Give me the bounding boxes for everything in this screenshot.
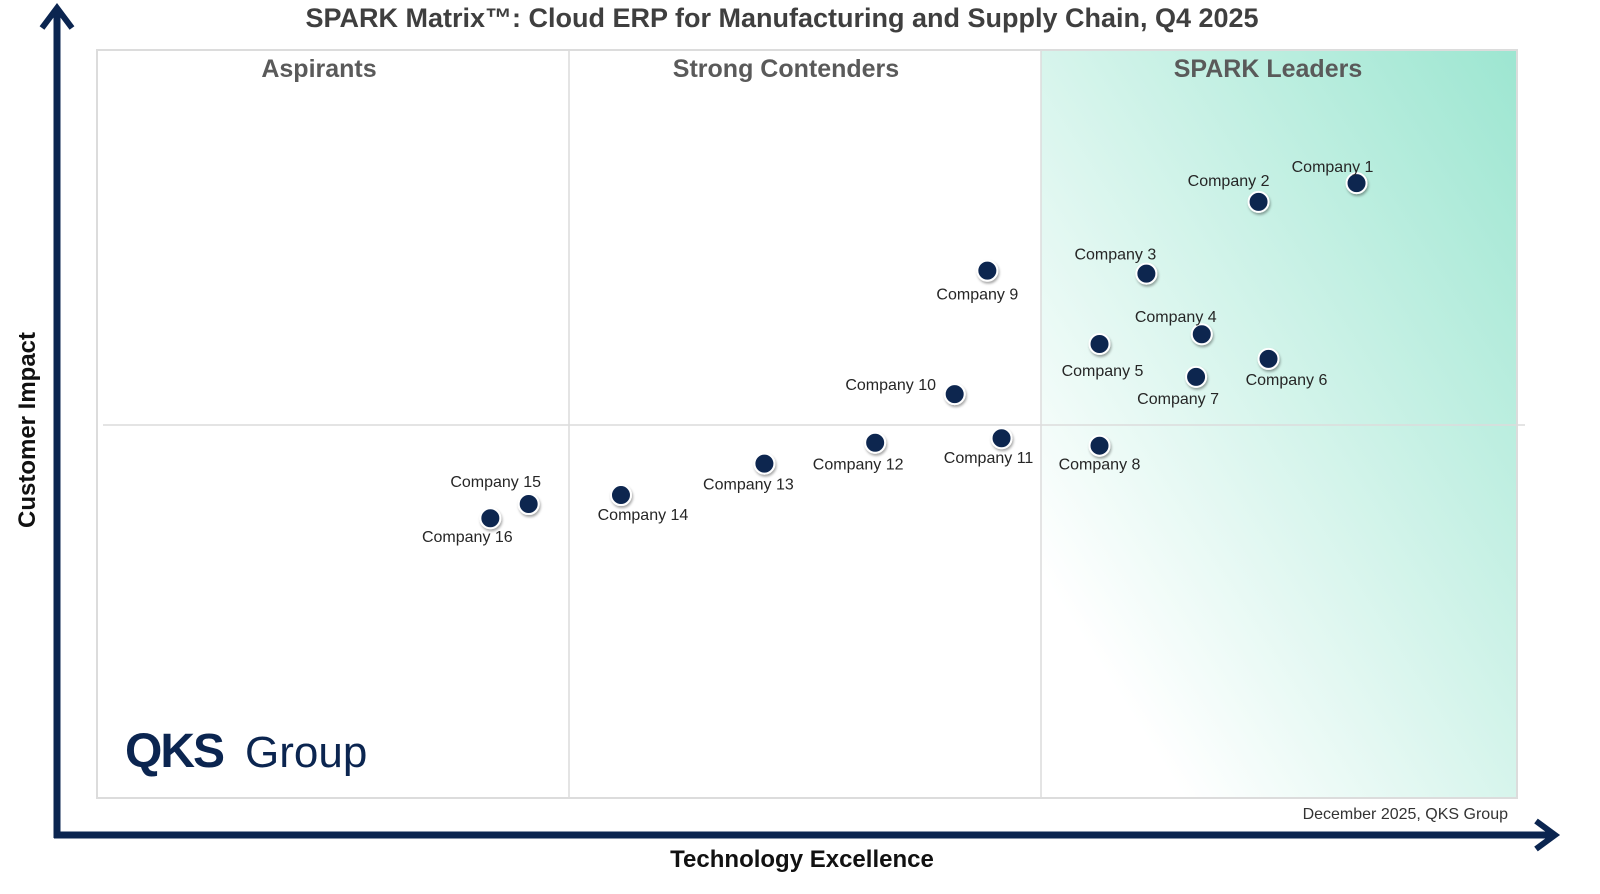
data-point-company-13: [753, 452, 776, 475]
x-axis-arrowhead: [1534, 818, 1561, 852]
logo-light: Group: [245, 728, 367, 777]
data-point-company-1: [1345, 172, 1368, 195]
leaders-region: [1041, 51, 1516, 797]
y-axis-arrowhead: [39, 2, 75, 30]
logo-bold: QKS: [125, 725, 224, 778]
data-label-company-10: Company 10: [845, 377, 936, 394]
data-label-company-4: Company 4: [1135, 309, 1217, 326]
data-point-company-14: [609, 484, 632, 507]
data-label-company-13: Company 13: [703, 477, 794, 494]
data-point-company-8: [1088, 434, 1111, 457]
data-point-company-7: [1185, 365, 1208, 388]
data-point-company-3: [1135, 262, 1158, 285]
data-point-company-6: [1257, 347, 1280, 370]
data-point-company-12: [864, 431, 887, 454]
data-point-company-5: [1088, 332, 1111, 355]
data-label-company-15: Company 15: [450, 474, 541, 491]
data-label-company-8: Company 8: [1059, 457, 1141, 474]
data-point-company-4: [1190, 323, 1213, 346]
data-label-company-16: Company 16: [422, 529, 513, 546]
quadrant-strong-contenders: Strong Contenders: [673, 55, 899, 83]
quadrant-spark-leaders: SPARK Leaders: [1174, 55, 1363, 83]
qks-logo: QKS Group: [125, 725, 367, 778]
data-label-company-5: Company 5: [1062, 363, 1144, 380]
data-point-company-15: [517, 493, 540, 516]
data-point-company-16: [479, 507, 502, 530]
footer-credit: December 2025, QKS Group: [1303, 806, 1509, 823]
data-label-company-12: Company 12: [813, 457, 904, 474]
data-label-company-2: Company 2: [1188, 173, 1270, 190]
data-point-company-2: [1247, 190, 1270, 213]
data-label-company-6: Company 6: [1246, 372, 1328, 389]
data-label-company-3: Company 3: [1074, 247, 1156, 264]
data-point-company-11: [990, 427, 1013, 450]
chart-title: SPARK Matrix™: Cloud ERP for Manufacturi…: [305, 3, 1258, 33]
data-label-company-9: Company 9: [936, 287, 1018, 304]
y-axis-label: Customer Impact: [14, 332, 41, 528]
data-label-company-14: Company 14: [598, 507, 689, 524]
data-label-company-7: Company 7: [1137, 391, 1219, 408]
data-label-company-11: Company 11: [944, 450, 1034, 467]
data-point-company-9: [976, 259, 999, 282]
data-point-company-10: [943, 383, 966, 406]
data-label-company-1: Company 1: [1292, 159, 1374, 176]
data-points: Company 1 Company 2 Company 3 Company 4 Comp…: [422, 159, 1374, 546]
quadrant-aspirants: Aspirants: [261, 55, 376, 83]
x-axis-label: Technology Excellence: [670, 846, 934, 873]
